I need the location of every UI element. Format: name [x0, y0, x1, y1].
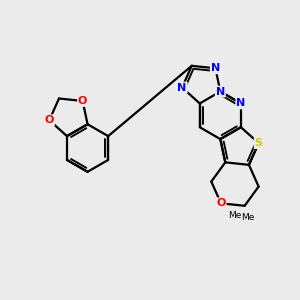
Text: O: O — [45, 115, 54, 125]
Text: Me: Me — [241, 213, 254, 222]
Text: O: O — [216, 198, 226, 208]
Text: N: N — [236, 98, 246, 108]
Text: Me: Me — [228, 211, 242, 220]
Text: O: O — [78, 96, 87, 106]
Text: S: S — [255, 138, 262, 148]
Text: N: N — [211, 63, 220, 73]
Text: N: N — [216, 86, 225, 97]
Text: N: N — [178, 82, 187, 92]
